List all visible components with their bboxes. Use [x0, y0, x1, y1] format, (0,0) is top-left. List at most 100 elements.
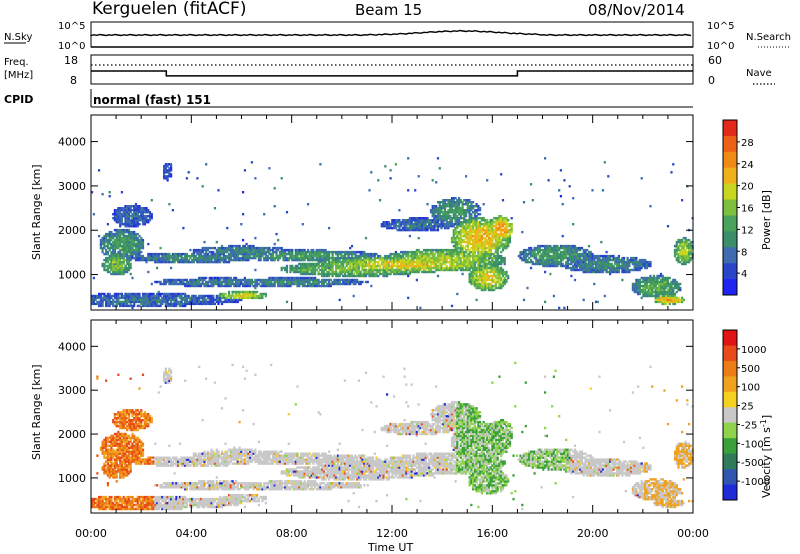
range-cell — [389, 258, 392, 262]
range-cell — [164, 163, 167, 166]
range-cell — [561, 256, 564, 260]
range-cell — [450, 219, 454, 222]
range-cell — [407, 262, 410, 266]
range-cell — [568, 262, 571, 266]
range-cell — [393, 254, 396, 258]
range-cell — [278, 252, 282, 256]
range-cell — [475, 258, 478, 262]
range-cell — [141, 217, 145, 220]
range-cell — [468, 230, 471, 234]
range-cell — [375, 256, 378, 260]
range-cell — [124, 213, 127, 216]
range-cell — [224, 282, 227, 286]
range-cell — [591, 189, 594, 192]
range-cell — [394, 270, 397, 274]
range-cell — [479, 272, 482, 276]
range-cell — [494, 221, 497, 224]
range-cell — [242, 284, 245, 288]
range-cell — [405, 270, 408, 274]
range-cell — [415, 226, 418, 230]
range-cell — [575, 256, 578, 260]
range-cell — [299, 276, 303, 280]
range-cell — [257, 294, 260, 298]
range-cell — [410, 217, 413, 220]
range-cell — [419, 264, 422, 268]
range-cell — [136, 223, 139, 226]
range-cell — [252, 246, 255, 250]
range-cell — [349, 266, 352, 270]
range-cell — [586, 248, 589, 252]
range-cell — [609, 270, 612, 274]
range-cell — [480, 226, 483, 230]
range-cell — [138, 298, 141, 302]
range-cell — [141, 258, 145, 262]
range-cell — [566, 252, 569, 256]
range-cell — [168, 254, 171, 258]
range-cell — [247, 246, 250, 250]
range-cell — [591, 258, 594, 262]
range-cell — [465, 226, 468, 230]
range-cell — [117, 228, 120, 232]
range-cell — [598, 262, 601, 266]
range-cell — [287, 252, 290, 256]
range-cell — [124, 240, 127, 244]
range-cell — [417, 226, 420, 230]
range-cell — [243, 290, 246, 294]
range-cell — [336, 282, 339, 286]
range-cell — [422, 258, 426, 262]
range-cell — [609, 262, 612, 266]
range-cell — [256, 248, 259, 252]
range-cell — [328, 252, 331, 256]
range-cell — [479, 240, 482, 244]
range-cell — [117, 300, 120, 304]
range-cell — [105, 236, 108, 240]
range-cell — [354, 252, 357, 256]
range-cell — [324, 250, 327, 254]
range-cell — [510, 230, 513, 234]
range-cell — [208, 298, 211, 302]
range-cell — [472, 223, 475, 226]
range-cell — [257, 252, 260, 256]
range-cell — [479, 244, 482, 248]
range-cell — [605, 254, 608, 258]
range-cell — [340, 264, 343, 268]
range-cell — [552, 244, 555, 248]
range-cell — [170, 266, 173, 270]
range-cell — [445, 264, 448, 268]
range-cell — [268, 282, 271, 286]
range-cell — [463, 234, 466, 238]
range-cell — [157, 300, 160, 304]
range-cell — [465, 254, 468, 258]
range-cell — [600, 260, 603, 264]
range-cell — [226, 260, 229, 264]
range-cell — [422, 254, 426, 258]
range-cell — [336, 280, 339, 284]
range-cell — [287, 256, 290, 260]
range-cell — [159, 252, 162, 256]
range-cell — [131, 306, 134, 310]
range-cell — [284, 250, 287, 254]
range-cell — [112, 300, 115, 304]
range-cell — [580, 262, 584, 266]
range-cell — [426, 256, 429, 260]
range-cell — [350, 266, 354, 270]
range-cell — [431, 258, 434, 262]
range-cell — [424, 256, 427, 260]
range-cell — [480, 278, 483, 282]
range-cell — [421, 270, 424, 274]
range-cell — [551, 262, 554, 266]
range-cell — [463, 215, 466, 218]
range-cell — [454, 238, 457, 242]
range-cell — [115, 300, 118, 304]
range-cell — [472, 260, 475, 264]
range-cell — [408, 260, 411, 264]
range-cell — [465, 266, 468, 270]
range-cell — [459, 260, 462, 264]
range-cell — [507, 230, 510, 234]
range-cell — [482, 219, 485, 222]
range-cell — [124, 270, 127, 274]
range-cell — [96, 300, 99, 304]
range-cell — [472, 211, 475, 214]
range-cell — [421, 226, 424, 230]
range-cell — [400, 254, 403, 258]
